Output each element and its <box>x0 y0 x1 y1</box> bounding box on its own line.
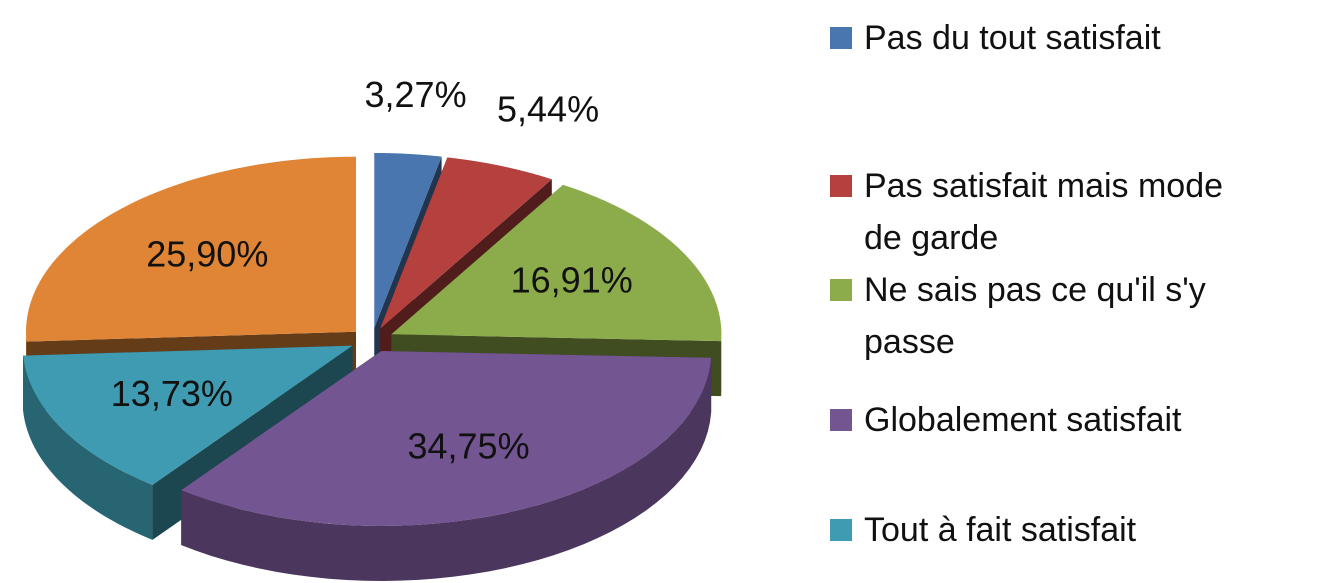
legend-item: Pas satisfait mais mode de garde <box>830 160 1240 264</box>
legend-item: Tout à fait satisfait <box>830 504 1240 556</box>
data-label: 16,91% <box>511 260 633 301</box>
legend-label: Pas du tout satisfait <box>864 19 1161 57</box>
data-label: 34,75% <box>407 426 529 467</box>
slice-side <box>181 357 712 581</box>
slice-top <box>374 152 442 328</box>
legend-label: Pas satisfait mais mode de garde <box>864 167 1224 257</box>
legend-label: Tout à fait satisfait <box>864 511 1137 549</box>
slice <box>181 350 712 581</box>
data-label: 5,44% <box>497 89 599 130</box>
data-label: 13,73% <box>111 373 233 414</box>
slice-top <box>380 157 552 329</box>
data-label: 25,90% <box>146 234 268 275</box>
legend-swatch <box>830 175 852 197</box>
slice-top <box>181 350 712 526</box>
slice-top <box>23 345 353 485</box>
legend-item: Globalement satisfait <box>830 394 1240 446</box>
slice-top <box>26 156 357 342</box>
slice-side <box>23 355 153 540</box>
legend-swatch <box>830 409 852 431</box>
legend-item: Pas du tout satisfait <box>830 12 1240 64</box>
legend-swatch <box>830 27 852 49</box>
legend-swatch <box>830 519 852 541</box>
legend-label: Ne sais pas ce qu'il s'y passe <box>864 271 1206 361</box>
chart: 3,27% 5,44% 16,91% 34,75% 13,73% 25,90% <box>23 74 722 581</box>
legend-swatch <box>830 279 852 301</box>
data-label: 3,27% <box>365 74 467 115</box>
legend-label: Globalement satisfait <box>864 401 1182 439</box>
legend-item: Ne sais pas ce qu'il s'y passe <box>830 264 1240 368</box>
slice-top <box>391 184 722 342</box>
